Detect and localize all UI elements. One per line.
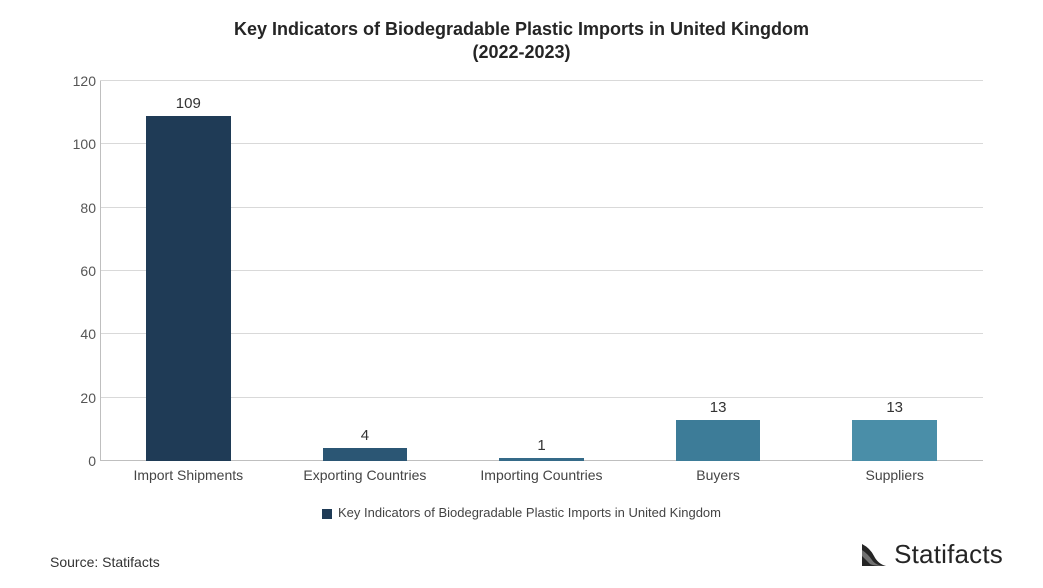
chart-title: Key Indicators of Biodegradable Plastic … — [40, 18, 1003, 63]
bar-rect — [146, 116, 231, 461]
y-axis: 020406080100120 — [56, 81, 96, 461]
bar-slot: 109 — [100, 81, 277, 461]
chart-title-line2: (2022-2023) — [40, 41, 1003, 64]
source-text: Source: Statifacts — [50, 554, 160, 570]
bar-slot: 13 — [806, 81, 983, 461]
bar-slot: 13 — [630, 81, 807, 461]
chart-title-line1: Key Indicators of Biodegradable Plastic … — [40, 18, 1003, 41]
y-tick-label: 40 — [56, 326, 96, 342]
y-tick-label: 60 — [56, 263, 96, 279]
bar-slot: 4 — [277, 81, 454, 461]
y-tick-label: 80 — [56, 200, 96, 216]
y-tick-label: 0 — [56, 453, 96, 469]
bar-rect — [852, 420, 937, 461]
bar-slot: 1 — [453, 81, 630, 461]
x-axis-label: Import Shipments — [100, 467, 277, 483]
bar-rect — [323, 448, 408, 461]
bar-rect — [499, 458, 584, 461]
bar-value-label: 109 — [176, 95, 201, 112]
x-axis-labels: Import ShipmentsExporting CountriesImpor… — [100, 467, 983, 483]
x-axis-label: Suppliers — [806, 467, 983, 483]
y-tick-label: 20 — [56, 390, 96, 406]
legend-swatch — [322, 509, 332, 519]
bar-value-label: 4 — [361, 427, 369, 444]
brand-icon — [860, 542, 888, 568]
plot-area: 020406080100120 109411313 — [100, 81, 983, 461]
x-axis-label: Exporting Countries — [277, 467, 454, 483]
brand-name: Statifacts — [894, 539, 1003, 570]
legend: Key Indicators of Biodegradable Plastic … — [40, 505, 1003, 520]
bar-value-label: 1 — [537, 437, 545, 454]
chart-container: Key Indicators of Biodegradable Plastic … — [0, 0, 1043, 588]
x-axis-label: Importing Countries — [453, 467, 630, 483]
legend-label: Key Indicators of Biodegradable Plastic … — [338, 505, 721, 520]
bar-value-label: 13 — [710, 399, 727, 416]
y-tick-label: 120 — [56, 73, 96, 89]
bar-value-label: 13 — [886, 399, 903, 416]
brand-logo: Statifacts — [860, 539, 1003, 570]
bar-rect — [676, 420, 761, 461]
x-axis-label: Buyers — [630, 467, 807, 483]
bars-group: 109 4 1 13 13 — [100, 81, 983, 461]
footer: Source: Statifacts Statifacts — [50, 539, 1003, 570]
y-tick-label: 100 — [56, 136, 96, 152]
